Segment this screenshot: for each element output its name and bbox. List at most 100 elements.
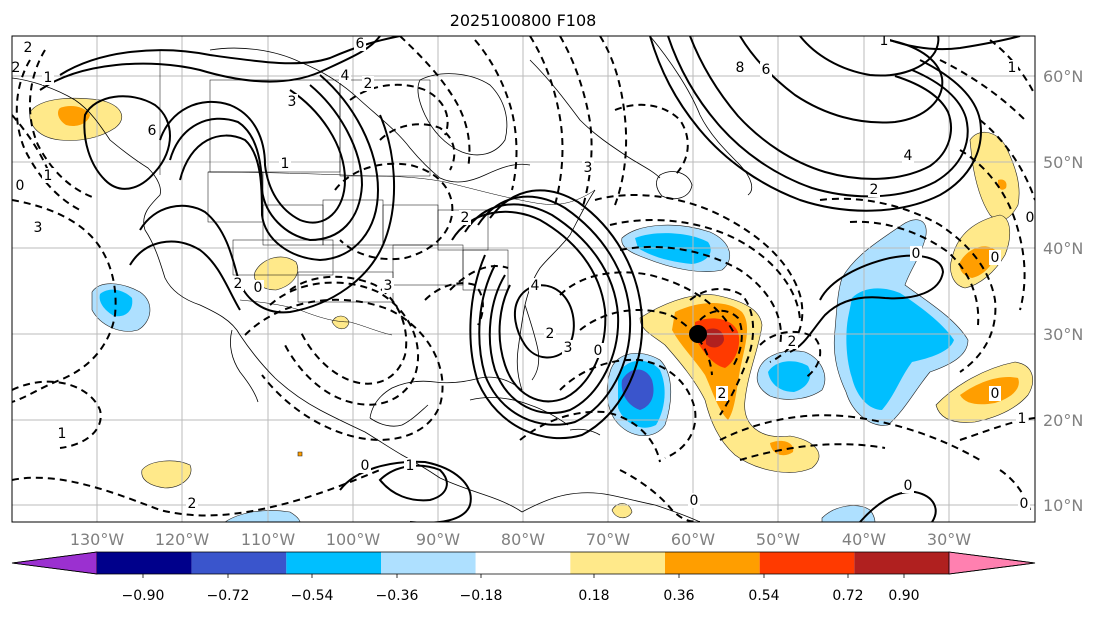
positive-anomaly-azores-core bbox=[959, 246, 996, 278]
contour-dashed-14 bbox=[474, 39, 518, 191]
contour-label: 2 bbox=[364, 76, 373, 92]
colorbar-bin bbox=[286, 552, 381, 574]
positive-anomaly-northeast-atlantic bbox=[969, 132, 1020, 221]
contour-label: 1 bbox=[406, 458, 415, 474]
contour-dashed-1 bbox=[12, 199, 117, 403]
contour-label: 2 bbox=[870, 182, 879, 198]
contour-dashed-41 bbox=[424, 282, 484, 326]
contour-label: 1 bbox=[1018, 411, 1027, 427]
contour-label: 4 bbox=[531, 278, 540, 294]
lat-label: 50°N bbox=[1043, 153, 1083, 172]
coast-central-america bbox=[439, 477, 523, 513]
lon-label: 50°W bbox=[756, 530, 800, 549]
colorbar-bin bbox=[475, 552, 571, 574]
colorbar-tick-label: 0.18 bbox=[578, 588, 609, 604]
contour-label: 0 bbox=[16, 178, 25, 194]
contour-label: 1 bbox=[44, 70, 53, 86]
contour-dashed-34 bbox=[979, 119, 1035, 201]
colorbar-tick-label: 0.90 bbox=[888, 588, 919, 604]
contour-solid-8 bbox=[129, 240, 241, 311]
contour-label-bg bbox=[989, 250, 1001, 265]
contour-dashed-15 bbox=[529, 36, 564, 206]
contour-solid-2 bbox=[39, 36, 381, 91]
coast-baja bbox=[230, 329, 259, 403]
contour-dashed-35 bbox=[939, 59, 1026, 121]
contour-label-bg bbox=[354, 36, 366, 51]
coast-florida bbox=[524, 304, 540, 381]
lon-label: 70°W bbox=[586, 530, 630, 549]
contour-label-bg bbox=[910, 246, 922, 261]
contour-label: 6 bbox=[356, 36, 365, 52]
political-borders bbox=[159, 50, 596, 336]
contour-label-bg bbox=[186, 496, 198, 511]
contour-label: 3 bbox=[34, 220, 43, 236]
coast-hudson-bay bbox=[417, 73, 508, 156]
contour-label-bg bbox=[544, 326, 556, 341]
negative-anomaly-east-atlantic-core bbox=[846, 288, 954, 410]
contour-dashed-17 bbox=[599, 36, 628, 206]
gridlines bbox=[12, 36, 1035, 522]
contour-label: 1 bbox=[44, 168, 53, 184]
contour-label: 0 bbox=[1020, 496, 1029, 512]
contour-label: 1 bbox=[281, 156, 290, 172]
contour-label: 3 bbox=[288, 94, 297, 110]
contour-label-bg bbox=[146, 123, 158, 138]
contour-label: 3 bbox=[384, 278, 393, 294]
contour-label: 3 bbox=[564, 340, 573, 356]
positive-anomaly-central-atlantic-peak bbox=[706, 328, 724, 348]
contour-dashed-25 bbox=[519, 410, 661, 463]
contour-solid-7 bbox=[139, 114, 396, 314]
coast-alaska bbox=[12, 77, 241, 336]
contour-label: 0 bbox=[904, 478, 913, 494]
contour-dashed-33 bbox=[959, 149, 1026, 311]
lon-label: 60°W bbox=[671, 530, 715, 549]
positive-anomaly-alaska-core bbox=[58, 106, 90, 126]
contour-dashed-18 bbox=[614, 103, 689, 176]
contour-dashed-20 bbox=[609, 219, 801, 321]
contour-label: 0 bbox=[361, 458, 370, 474]
negative-anomaly-mid-atlantic-core bbox=[768, 361, 811, 392]
contour-label: 0 bbox=[912, 246, 921, 262]
coast-canada-arctic bbox=[209, 47, 531, 183]
contour-solid-6 bbox=[179, 74, 380, 262]
lat-label: 20°N bbox=[1043, 411, 1083, 430]
latitude-labels: 60°N 50°N 40°N 30°N 20°N 10°N bbox=[1043, 67, 1083, 515]
coast-yucatan bbox=[369, 404, 429, 427]
contour-label-bg bbox=[1018, 496, 1030, 511]
coast-mexico bbox=[239, 334, 441, 479]
contour-solid-18 bbox=[689, 36, 952, 180]
contour-label-bg bbox=[1024, 210, 1035, 225]
contour-label-bg bbox=[760, 62, 772, 77]
colorbar-bin bbox=[97, 552, 192, 574]
contour-dashed-24 bbox=[559, 358, 697, 459]
contour-label-bg bbox=[14, 178, 26, 193]
contour-label-bg bbox=[902, 148, 914, 163]
colorbar-under-extension bbox=[11, 551, 98, 575]
lon-label: 40°W bbox=[842, 530, 886, 549]
contour-dashed-4 bbox=[15, 59, 81, 211]
colorbar-bin bbox=[191, 552, 287, 574]
colorbar: −0.90 −0.72 −0.54 −0.36 −0.18 0.18 0.36 0.54 0.7… bbox=[11, 551, 1036, 604]
contour-dashed-38 bbox=[999, 469, 1031, 511]
lon-label: 120°W bbox=[155, 530, 210, 549]
colorbar-tick-label: 0.36 bbox=[663, 588, 694, 604]
border-us-canada bbox=[207, 171, 596, 205]
coast-newfoundland bbox=[656, 171, 693, 200]
coast-cuba bbox=[469, 397, 569, 426]
map-frame bbox=[11, 35, 1036, 523]
contour-label: 1 bbox=[880, 33, 889, 49]
contour-dashed-28 bbox=[719, 414, 981, 461]
lon-label: 110°W bbox=[241, 530, 296, 549]
lat-label: 40°N bbox=[1043, 239, 1083, 258]
colorbar-tick-label: −0.54 bbox=[291, 588, 334, 604]
border-canada-province-2 bbox=[339, 79, 431, 177]
contour-solid-21 bbox=[789, 254, 945, 353]
lat-label: 30°N bbox=[1043, 325, 1083, 344]
contour-label-bg bbox=[716, 386, 728, 401]
contour-dashed-7 bbox=[289, 275, 408, 385]
positive-anomaly-east-pacific bbox=[141, 460, 192, 489]
contour-label-bg bbox=[786, 334, 798, 349]
contour-dashed-30 bbox=[759, 330, 822, 379]
